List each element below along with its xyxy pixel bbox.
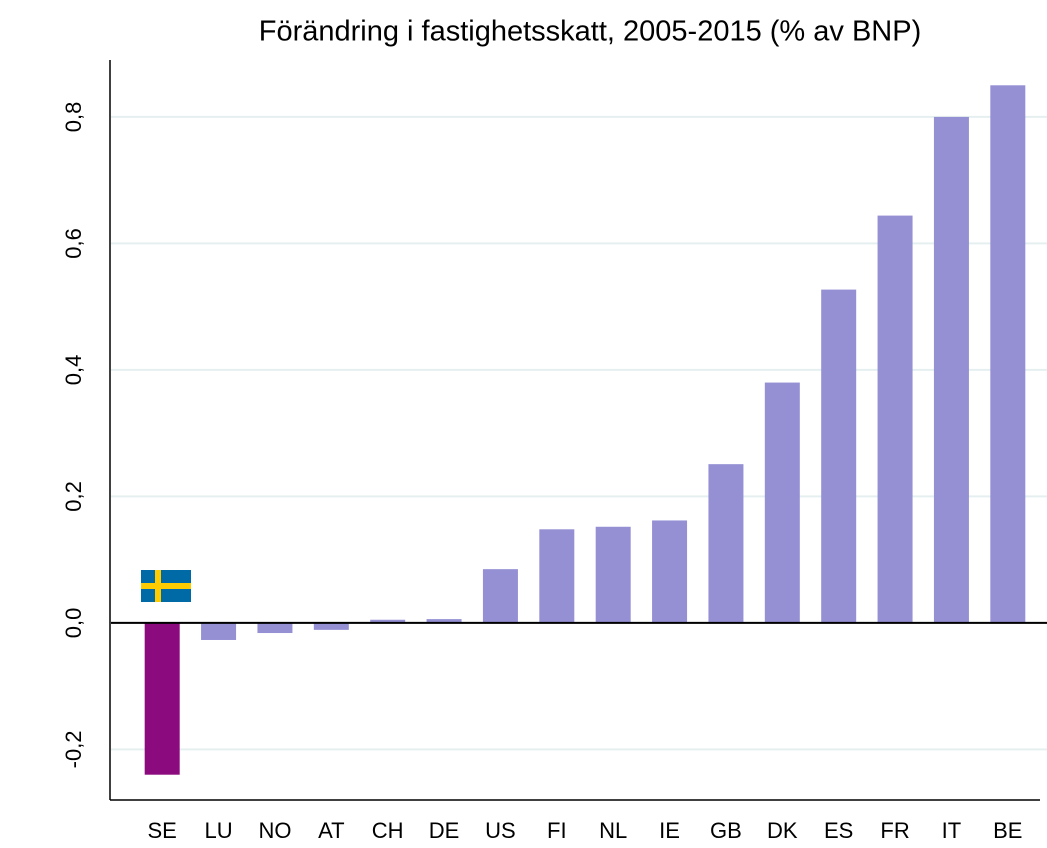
- bar: [257, 622, 293, 634]
- bar: [201, 622, 237, 640]
- bar: [990, 85, 1026, 623]
- x-tick-label: CH: [372, 818, 404, 843]
- x-tick-label: SE: [148, 818, 177, 843]
- y-tick-label: -0,2: [61, 730, 86, 768]
- bar: [426, 619, 462, 623]
- y-tick-label: 0,8: [61, 102, 86, 133]
- bar: [539, 529, 575, 623]
- x-tick-label: DE: [429, 818, 460, 843]
- bar: [370, 619, 406, 623]
- chart-title: Förändring i fastighetsskatt, 2005-2015 …: [259, 16, 922, 48]
- bar: [144, 622, 180, 775]
- x-tick-label: NO: [258, 818, 291, 843]
- swedish-flag: [141, 570, 191, 602]
- x-tick-label: AT: [318, 818, 344, 843]
- y-tick-label: 0,0: [61, 608, 86, 639]
- x-tick-label: FI: [547, 818, 567, 843]
- x-tick-label: IT: [942, 818, 962, 843]
- x-tick-label: LU: [205, 818, 233, 843]
- x-tick-label: FR: [880, 818, 909, 843]
- bar: [877, 215, 913, 623]
- y-tick-label: 0,4: [61, 355, 86, 386]
- bars: [144, 85, 1026, 775]
- x-tick-label: DK: [767, 818, 798, 843]
- bar: [821, 289, 857, 623]
- bar: [933, 116, 969, 623]
- x-tick-label: NL: [599, 818, 627, 843]
- x-tick-label: IE: [659, 818, 680, 843]
- x-tick-label: ES: [824, 818, 853, 843]
- x-tick-label: BE: [993, 818, 1022, 843]
- bar: [708, 464, 744, 623]
- bar: [595, 526, 631, 623]
- y-tick-label: 0,2: [61, 481, 86, 512]
- x-tick-label: GB: [710, 818, 742, 843]
- bar: [313, 622, 349, 630]
- bar: [764, 382, 800, 623]
- y-tick-label: 0,6: [61, 228, 86, 259]
- bar: [482, 569, 518, 623]
- bar: [652, 520, 688, 623]
- x-tick-label: US: [485, 818, 516, 843]
